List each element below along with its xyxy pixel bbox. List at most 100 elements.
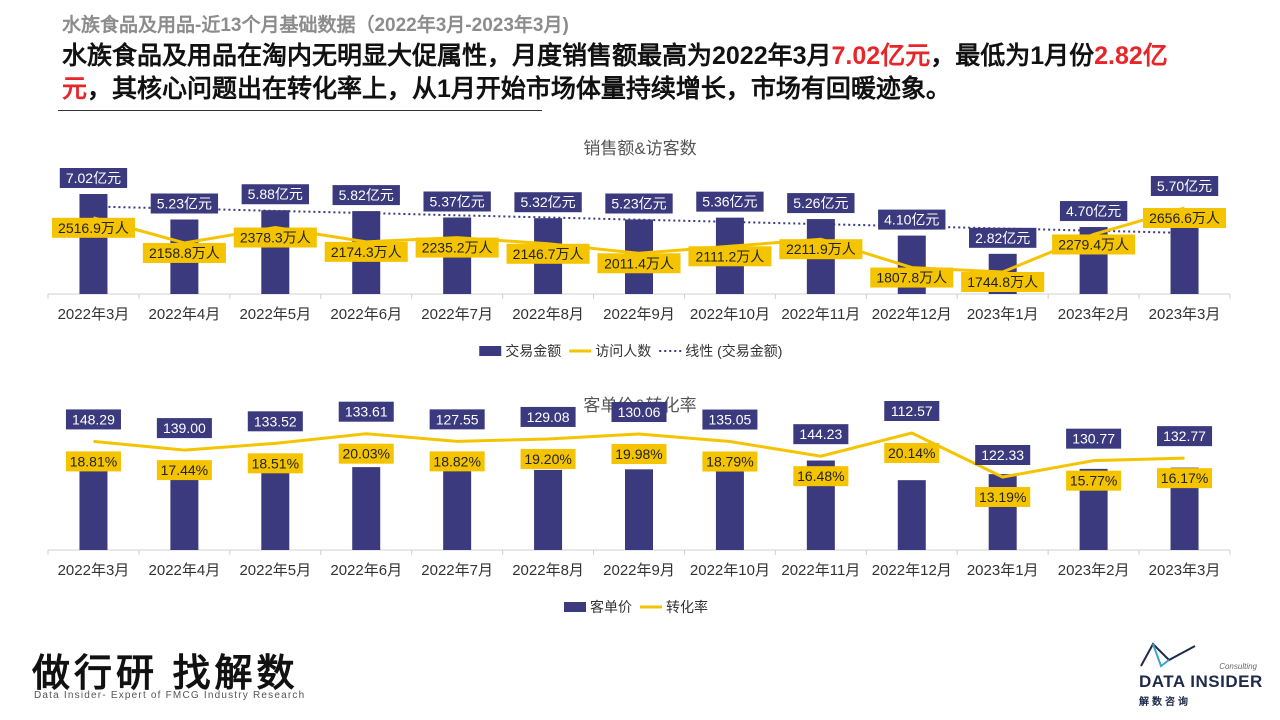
bar-label-8-box (793, 424, 849, 445)
bar-label-10-box (975, 445, 1031, 465)
line-label-11: 15.77% (1070, 473, 1117, 489)
line-label-12: 16.17% (1161, 470, 1208, 486)
legend-label-1: 访问人数 (595, 343, 651, 359)
bar-label-5: 5.32亿元 (520, 194, 575, 210)
bar-label-0-box (65, 409, 121, 430)
data-insider-logo: Consulting DATA INSIDER 解数咨询 (1135, 638, 1265, 710)
bar-2 (261, 467, 290, 550)
x-tick-label-9: 2022年12月 (872, 562, 952, 579)
bar-7 (715, 466, 744, 550)
bar-2 (261, 210, 290, 294)
bar-label-6: 130.06 (618, 404, 661, 420)
x-tick-label-12: 2023年3月 (1149, 562, 1221, 579)
line-label-9-box (884, 443, 940, 463)
x-tick-label-8: 2022年11月 (781, 306, 860, 323)
bar-label-3: 133.61 (345, 404, 388, 420)
line-label-3: 2174.3万人 (331, 244, 402, 260)
line-label-11: 2279.4万人 (1058, 236, 1129, 252)
bar-label-4-box (429, 409, 485, 430)
line-label-2: 2378.3万人 (240, 230, 311, 246)
trendline (93, 205, 1185, 234)
line-label-2-box (247, 453, 303, 474)
line-label-12-box (1157, 468, 1213, 489)
bar-label-2: 5.88亿元 (248, 186, 303, 202)
x-tick-label-5: 2022年8月 (512, 306, 584, 323)
line-label-2: 18.51% (252, 455, 299, 471)
x-tick-label-10: 2023年1月 (967, 306, 1039, 323)
x-tick-label-0: 2022年3月 (58, 562, 130, 579)
headline-highlight-min: 2.82亿元 (62, 42, 1168, 103)
bar-label-0: 148.29 (72, 411, 115, 427)
line-label-6-box (611, 444, 667, 465)
line-label-10-box (975, 487, 1031, 507)
bar-label-3-box (332, 185, 400, 206)
x-tick-label-1: 2022年4月 (149, 562, 221, 579)
bar-0 (79, 194, 108, 294)
bar-label-4: 127.55 (436, 411, 479, 427)
line-label-11-box (1052, 234, 1136, 255)
series-line (93, 431, 1185, 479)
line-label-9: 1807.8万人 (876, 270, 947, 286)
line-label-3: 20.03% (342, 446, 389, 462)
line-label-4: 2235.2万人 (422, 240, 493, 256)
legend-label-1: 转化率 (666, 599, 708, 615)
line-label-4-box (429, 451, 485, 472)
sales-visitors-chart: 销售额&访客数 7.02亿元 5.23亿元 5.88亿元 5.82亿元 5.37亿元 5.3… (47, 139, 1231, 359)
headline-text-1: 水族食品及用品在淘内无明显大促属性，月度销售额最高为2022年3月 (62, 42, 832, 70)
bar-label-11-box (1066, 428, 1122, 449)
logo-consulting: Consulting (1219, 662, 1257, 671)
logo-cn: 解数咨询 (1139, 697, 1191, 708)
bar-label-7: 135.05 (709, 412, 752, 428)
line-label-7-box (702, 451, 758, 472)
x-tick-label-3: 2022年6月 (330, 562, 402, 579)
bar-label-10-box (969, 227, 1037, 248)
x-tick-label-12: 2023年3月 (1149, 306, 1221, 323)
x-tick-label-3: 2022年6月 (330, 306, 402, 323)
line-label-8-box (793, 466, 849, 487)
bar-label-4-box (423, 191, 491, 212)
line-label-5: 19.20% (524, 451, 571, 467)
bar-label-3: 5.82亿元 (339, 187, 394, 203)
bar-label-11-box (1059, 201, 1128, 222)
bar-label-5-box (514, 192, 582, 213)
price-conversion-chart: 客单价&转化率148.29139.00133.52133.61127.55129… (47, 396, 1231, 615)
bar-label-9-box (884, 401, 940, 421)
bar-label-9-box (878, 209, 946, 230)
x-tick-label-10: 2023年1月 (967, 562, 1039, 579)
line-label-8: 16.48% (797, 468, 844, 484)
bar-3 (352, 467, 381, 550)
line-label-3-box (324, 241, 408, 262)
line-label-11-box (1066, 470, 1122, 491)
line-label-8-box (779, 239, 863, 260)
line-label-4: 18.82% (433, 453, 480, 469)
bar-label-1-box (156, 418, 212, 439)
bar-label-8: 144.23 (799, 426, 842, 442)
bar-label-8-box (787, 193, 855, 214)
bar-label-1: 139.00 (163, 420, 206, 436)
bar-label-0-box (59, 168, 128, 188)
headline-highlight-max: 7.02亿元 (831, 42, 931, 70)
bar-label-12: 132.77 (1163, 428, 1206, 444)
logo-triangle-icon (1140, 642, 1196, 668)
x-tick-label-0: 2022年3月 (58, 306, 130, 323)
bar-label-6: 5.23亿元 (611, 195, 666, 211)
line-label-6-box (597, 253, 681, 274)
bar-label-12: 5.70亿元 (1157, 178, 1212, 194)
bar-label-6-box (611, 402, 667, 423)
bar-label-7-box (696, 191, 764, 212)
bar-4 (443, 470, 472, 550)
x-tick-label-5: 2022年8月 (512, 562, 584, 579)
bar-9 (897, 480, 926, 550)
bar-label-4: 5.37亿元 (430, 194, 485, 210)
bar-label-10: 122.33 (981, 447, 1024, 463)
line-label-9-box (870, 267, 954, 288)
line-label-10-box (961, 272, 1045, 292)
line-label-5-box (506, 243, 590, 264)
legend-label-0: 交易金额 (505, 343, 561, 359)
bar-label-5-box (520, 406, 576, 427)
line-label-7: 2111.2万人 (696, 248, 765, 264)
brand-slogan: 做行研 找解数 (32, 653, 299, 695)
bar-5 (534, 469, 563, 550)
legend-swatch-0 (479, 346, 502, 356)
x-tick-label-6: 2022年9月 (603, 562, 675, 579)
